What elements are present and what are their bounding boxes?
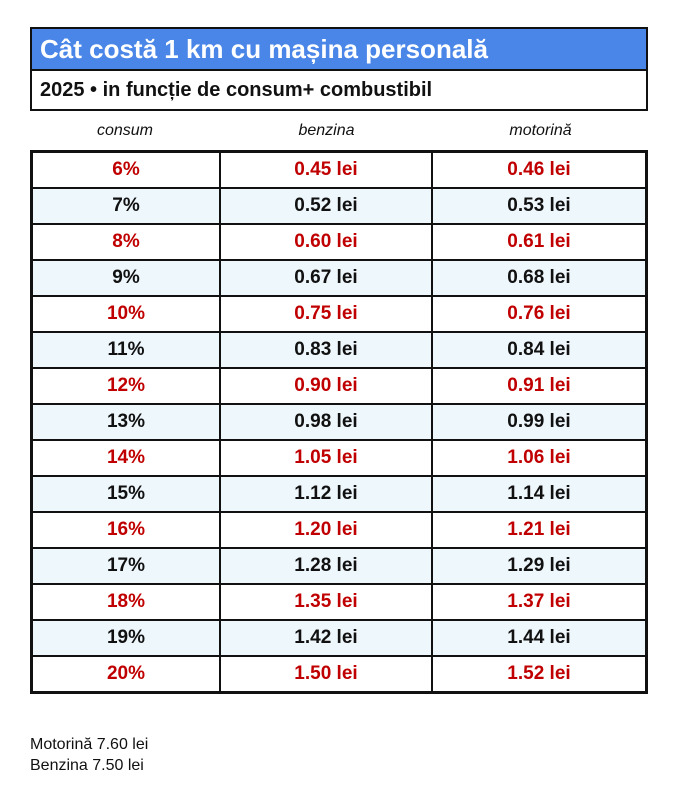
consum-cell: 17% xyxy=(30,547,221,585)
table-row: 19% 1.42 lei 1.44 lei xyxy=(30,619,648,657)
column-header-benzina: benzina xyxy=(298,122,355,139)
motorina-cell: 0.84 lei xyxy=(431,331,648,369)
benzina-cell: 1.12 lei xyxy=(219,475,433,513)
table-row: 11% 0.83 lei 0.84 lei xyxy=(30,331,648,369)
table-row: 13% 0.98 lei 0.99 lei xyxy=(30,403,648,441)
motorina-cell: 1.21 lei xyxy=(431,511,648,549)
table-row: 14% 1.05 lei 1.06 lei xyxy=(30,439,648,477)
table-row: 20% 1.50 lei 1.52 lei xyxy=(30,655,648,694)
footnote-benzina-price: Benzina 7.50 lei xyxy=(30,757,144,774)
consum-cell: 14% xyxy=(30,439,221,477)
benzina-cell: 1.42 lei xyxy=(219,619,433,657)
benzina-cell: 1.28 lei xyxy=(219,547,433,585)
benzina-cell: 1.20 lei xyxy=(219,511,433,549)
motorina-cell: 0.61 lei xyxy=(431,223,648,261)
table-row: 15% 1.12 lei 1.14 lei xyxy=(30,475,648,513)
consum-cell: 18% xyxy=(30,583,221,621)
consum-cell: 10% xyxy=(30,295,221,333)
cost-table: 6% 0.45 lei 0.46 lei 7% 0.52 lei 0.53 le… xyxy=(30,150,648,694)
column-header-motorina: motorină xyxy=(509,122,572,139)
motorina-cell: 0.91 lei xyxy=(431,367,648,405)
motorina-cell: 0.68 lei xyxy=(431,259,648,297)
benzina-cell: 1.50 lei xyxy=(219,655,433,694)
consum-cell: 12% xyxy=(30,367,221,405)
motorina-cell: 0.46 lei xyxy=(431,150,648,189)
table-row: 9% 0.67 lei 0.68 lei xyxy=(30,259,648,297)
benzina-cell: 0.52 lei xyxy=(219,187,433,225)
table-row: 16% 1.20 lei 1.21 lei xyxy=(30,511,648,549)
column-headers: consum benzina motorină xyxy=(30,122,648,144)
consum-cell: 9% xyxy=(30,259,221,297)
benzina-cell: 0.45 lei xyxy=(219,150,433,189)
motorina-cell: 1.37 lei xyxy=(431,583,648,621)
consum-cell: 13% xyxy=(30,403,221,441)
motorina-cell: 1.14 lei xyxy=(431,475,648,513)
consum-cell: 20% xyxy=(30,655,221,694)
benzina-cell: 0.90 lei xyxy=(219,367,433,405)
consum-cell: 19% xyxy=(30,619,221,657)
table-row: 17% 1.28 lei 1.29 lei xyxy=(30,547,648,585)
table-row: 10% 0.75 lei 0.76 lei xyxy=(30,295,648,333)
benzina-cell: 1.35 lei xyxy=(219,583,433,621)
footnotes: Motorină 7.60 lei Benzina 7.50 lei xyxy=(30,734,148,776)
page-title: Cât costă 1 km cu mașina personală xyxy=(30,27,648,71)
motorina-cell: 0.53 lei xyxy=(431,187,648,225)
motorina-cell: 1.29 lei xyxy=(431,547,648,585)
table-row: 8% 0.60 lei 0.61 lei xyxy=(30,223,648,261)
motorina-cell: 0.76 lei xyxy=(431,295,648,333)
benzina-cell: 1.05 lei xyxy=(219,439,433,477)
consum-cell: 16% xyxy=(30,511,221,549)
table-row: 12% 0.90 lei 0.91 lei xyxy=(30,367,648,405)
footnote-motorina-price: Motorină 7.60 lei xyxy=(30,736,149,753)
consum-cell: 15% xyxy=(30,475,221,513)
benzina-cell: 0.67 lei xyxy=(219,259,433,297)
benzina-cell: 0.60 lei xyxy=(219,223,433,261)
consum-cell: 6% xyxy=(30,150,221,189)
motorina-cell: 0.99 lei xyxy=(431,403,648,441)
motorina-cell: 1.52 lei xyxy=(431,655,648,694)
consum-cell: 11% xyxy=(30,331,221,369)
benzina-cell: 0.75 lei xyxy=(219,295,433,333)
column-header-consum: consum xyxy=(96,122,154,139)
motorina-cell: 1.44 lei xyxy=(431,619,648,657)
page-subtitle: 2025 • in funcție de consum+ combustibil xyxy=(30,71,648,111)
benzina-cell: 0.83 lei xyxy=(219,331,433,369)
motorina-cell: 1.06 lei xyxy=(431,439,648,477)
consum-cell: 7% xyxy=(30,187,221,225)
table-row: 18% 1.35 lei 1.37 lei xyxy=(30,583,648,621)
benzina-cell: 0.98 lei xyxy=(219,403,433,441)
table-row: 6% 0.45 lei 0.46 lei xyxy=(30,150,648,189)
consum-cell: 8% xyxy=(30,223,221,261)
table-row: 7% 0.52 lei 0.53 lei xyxy=(30,187,648,225)
